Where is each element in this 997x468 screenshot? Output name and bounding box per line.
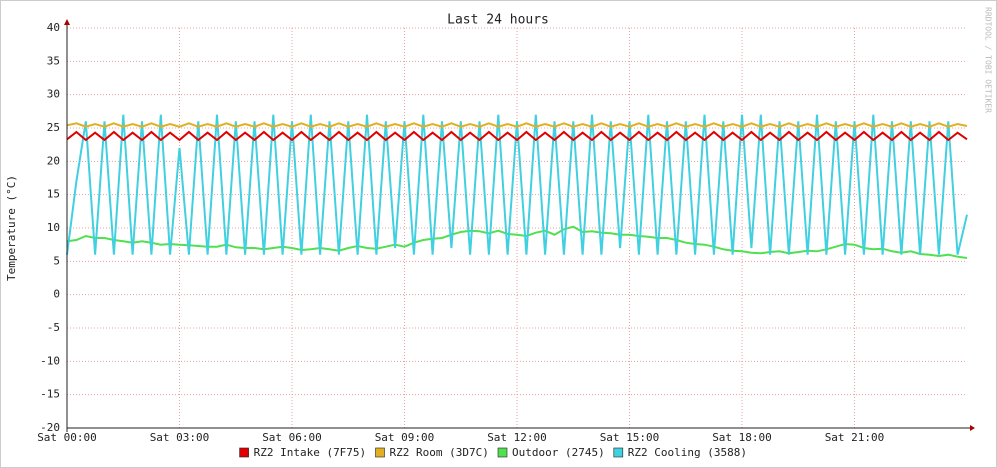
series-line (66, 114, 968, 255)
y-tick-label: 30 (47, 88, 60, 101)
legend-label: RZ2 Cooling (3588) (628, 446, 747, 459)
x-tick-label: Sat 12:00 (487, 431, 547, 444)
y-axis-label: Temperature (°C) (5, 175, 18, 281)
x-tick-label: Sat 06:00 (262, 431, 322, 444)
series-line (66, 122, 968, 128)
legend-label: Outdoor (2745) (512, 446, 605, 459)
legend-swatch (497, 447, 508, 458)
legend-swatch (375, 447, 385, 458)
legend-label: RZ2 Intake (7F75) (254, 446, 367, 459)
legend-label: RZ2 Room (3D7C) (390, 446, 489, 459)
watermark: RRDTOOL / TOBI OETIKER (984, 7, 993, 113)
x-tick-label: Sat 18:00 (712, 431, 772, 444)
chart-title: Last 24 hours (447, 13, 549, 28)
y-tick-label: 40 (47, 21, 60, 34)
y-tick-label: -15 (40, 388, 60, 401)
x-tick-label: Sat 00:00 (37, 431, 97, 444)
lines (66, 114, 968, 259)
x-arrow (970, 425, 975, 431)
y-tick-label: 20 (47, 154, 60, 167)
series-line (66, 225, 968, 259)
y-tick-label: -20 (40, 421, 60, 434)
y-tick-label: 25 (47, 121, 60, 134)
y-arrow (64, 19, 70, 25)
y-tick-label: 5 (53, 254, 60, 267)
x-tick-label: Sat 03:00 (150, 431, 210, 444)
y-tick-label: -5 (47, 321, 60, 334)
y-tick-label: 10 (47, 221, 60, 234)
x-tick-label: Sat 15:00 (600, 431, 660, 444)
legend-swatch (239, 447, 249, 458)
x-tick-label: Sat 21:00 (825, 431, 885, 444)
y-tick-label: 0 (53, 288, 60, 301)
y-tick-label: 35 (47, 54, 60, 67)
series-line (66, 130, 968, 142)
legend-swatch (613, 447, 624, 458)
y-tick-label: 15 (47, 188, 60, 201)
y-tick-label: -10 (40, 354, 60, 367)
x-tick-label: Sat 09:00 (375, 431, 435, 444)
